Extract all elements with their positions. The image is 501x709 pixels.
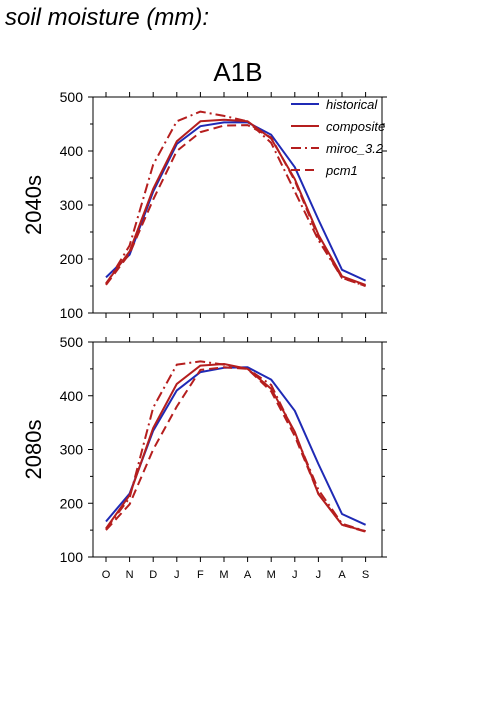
x-tick-label: O <box>102 569 111 581</box>
series-line-historical <box>105 366 367 526</box>
x-tick-label: D <box>149 569 157 581</box>
y-tick-label: 400 <box>60 388 84 404</box>
plot-frame-2 <box>92 341 383 558</box>
x-tick-label: M <box>267 569 276 581</box>
y-tick-label: 500 <box>60 334 84 350</box>
series-line-pcm1 <box>105 366 366 533</box>
y-tick-label: 100 <box>60 549 84 565</box>
x-tick-label: F <box>197 569 204 581</box>
y-tick-label: 200 <box>60 251 84 267</box>
y-axis-label: 2040s <box>21 175 46 235</box>
series-line-miroc-3-2 <box>105 360 366 533</box>
x-tick-label: A <box>338 569 346 581</box>
x-tick-label: J <box>316 569 322 581</box>
legend-label: pcm1 <box>325 163 358 178</box>
legend-label: composite <box>326 119 385 134</box>
scenario-title: A1B <box>213 57 263 87</box>
legend-label: historical <box>326 97 378 112</box>
x-tick-label: A <box>244 569 252 581</box>
y-tick-label: 400 <box>60 143 84 159</box>
y-tick-label: 100 <box>60 305 84 321</box>
x-tick-label: M <box>219 569 228 581</box>
y-tick-label: 300 <box>60 442 84 458</box>
page-title: soil moisture (mm): <box>5 4 210 31</box>
x-tick-label: S <box>362 569 369 581</box>
series-line-pcm1 <box>105 124 366 287</box>
series-line-miroc-3-2 <box>105 110 366 287</box>
series-line-composite <box>105 118 366 286</box>
y-tick-label: 500 <box>60 89 84 105</box>
y-tick-label: 300 <box>60 197 84 213</box>
y-tick-label: 200 <box>60 495 84 511</box>
legend-label: miroc_3.2 <box>326 141 384 156</box>
x-tick-label: N <box>126 569 134 581</box>
x-tick-label: J <box>292 569 298 581</box>
x-tick-label: J <box>174 569 180 581</box>
y-axis-label: 2080s <box>21 420 46 480</box>
